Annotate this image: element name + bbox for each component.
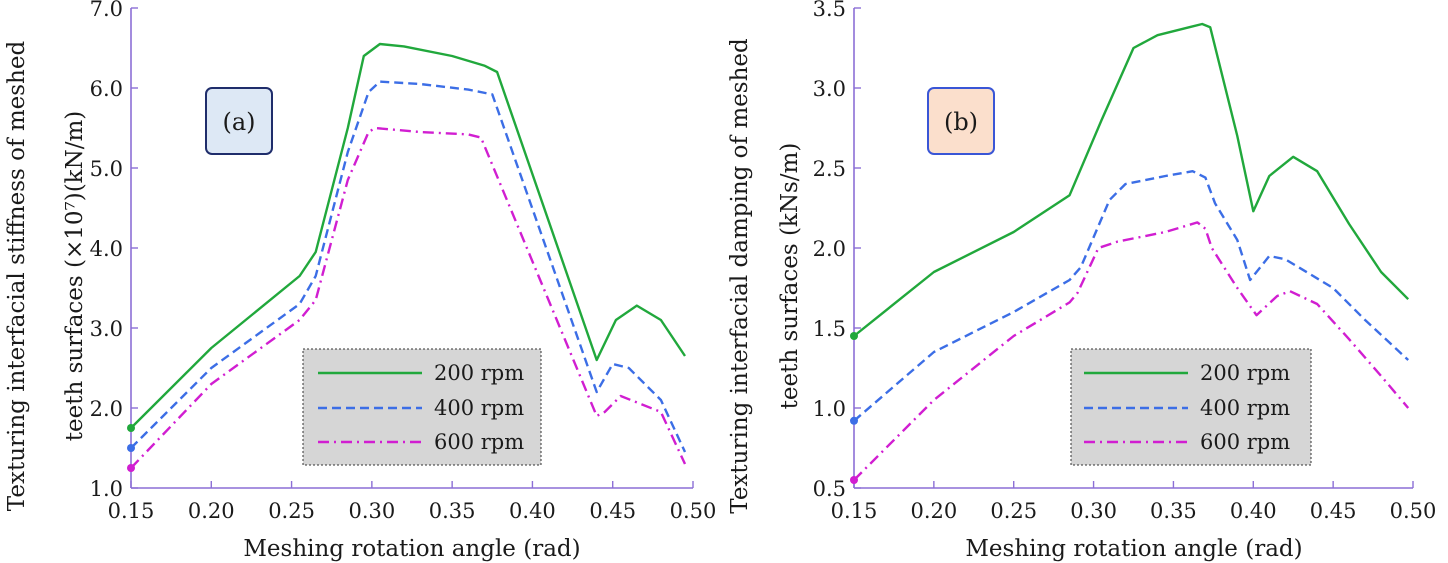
panel-a-series-line-600-rpm bbox=[130, 126, 687, 469]
panel-b-label-box bbox=[927, 87, 995, 155]
panel-a-legend: 200 rpm 400 rpm 600 rpm bbox=[302, 348, 542, 466]
panel-a-label-box bbox=[205, 87, 273, 155]
panel-a-y-tick-label: 2.0 bbox=[90, 397, 123, 421]
panel-b-y-axis-title-line2: teeth surfaces (kNs/m) bbox=[777, 143, 803, 410]
panel-b-series-line-600-rpm bbox=[853, 221, 1410, 481]
panel-a-x-tick-label: 0.35 bbox=[429, 499, 476, 523]
panel-b-series bbox=[850, 22, 1410, 484]
panel-b-y-tick-label: 1.5 bbox=[813, 317, 846, 341]
panel-a-series-line-200-rpm bbox=[130, 42, 686, 429]
panel-a-series-start-point bbox=[127, 424, 135, 432]
panel-a-x-tick-label: 0.30 bbox=[348, 499, 395, 523]
panel-b-x-tick-label: 0.25 bbox=[990, 499, 1037, 523]
panel-b-legend-label-200: 200 rpm bbox=[1200, 361, 1290, 385]
panel-b-series-start-point bbox=[850, 476, 858, 484]
panel-a-y-tick-label: 4.0 bbox=[90, 237, 123, 261]
panel-b-x-tick-label: 0.45 bbox=[1310, 499, 1357, 523]
panel-b-x-tick-label: 0.30 bbox=[1070, 499, 1117, 523]
panel-b-y-tick-label: 3.5 bbox=[813, 0, 846, 21]
panel-a-axes: 0.15 0.20 0.25 0.30 0.35 0.40 0.45 0.50 1.0 2.0 3.… bbox=[90, 0, 717, 523]
panel-b-series-line-400-rpm bbox=[853, 170, 1410, 422]
panel-b-legend-box bbox=[1070, 348, 1312, 466]
panel-b-x-tick-label: 0.40 bbox=[1230, 499, 1277, 523]
panel-a-series-start-point bbox=[127, 464, 135, 472]
panel-b-legend-label-400: 400 rpm bbox=[1200, 396, 1290, 420]
panel-b-y-tick-label: 2.0 bbox=[813, 237, 846, 261]
panel-b-x-tick-label: 0.50 bbox=[1390, 499, 1437, 523]
panel-a: (a) Meshing rotation angle (rad) Texturi… bbox=[4, 0, 716, 562]
panel-a-y-tick-label: 5.0 bbox=[90, 157, 123, 181]
panel-b-y-tick-label: 2.5 bbox=[813, 157, 846, 181]
panel-b-axes: 0.15 0.20 0.25 0.30 0.35 0.40 0.45 0.50 0.5 1.0 1.… bbox=[813, 0, 1437, 523]
panel-b-x-tick-label: 0.35 bbox=[1150, 499, 1197, 523]
panel-a-x-axis-title: Meshing rotation angle (rad) bbox=[243, 536, 580, 562]
panel-b-series-start-point bbox=[850, 416, 858, 425]
panel-a-x-tick-label: 0.25 bbox=[268, 499, 315, 523]
panel-a-legend-label-600: 600 rpm bbox=[434, 430, 524, 454]
panel-a-x-tick-label: 0.15 bbox=[108, 499, 155, 523]
panel-a-series bbox=[127, 42, 687, 472]
panel-a-y-tick-label: 1.0 bbox=[90, 477, 123, 501]
panel-a-y-tick-label: 6.0 bbox=[90, 77, 123, 101]
panel-a-x-tick-label: 0.50 bbox=[670, 499, 717, 523]
panel-a-y-tick-label: 7.0 bbox=[90, 0, 123, 21]
panel-b-y-tick-label: 3.0 bbox=[813, 77, 846, 101]
panel-a-series-start-point bbox=[127, 444, 135, 452]
panel-b-y-axis-title-line1: Texturing interfacial damping of meshed bbox=[727, 38, 753, 514]
panel-b-series-line-200-rpm bbox=[853, 22, 1410, 337]
panel-b-x-axis-title: Meshing rotation angle (rad) bbox=[965, 536, 1302, 562]
panel-a-label: (a) bbox=[222, 108, 255, 136]
panel-a-legend-label-200: 200 rpm bbox=[434, 361, 524, 385]
panel-a-x-tick-label: 0.20 bbox=[188, 499, 235, 523]
panel-a-y-tick-label: 3.0 bbox=[90, 317, 123, 341]
panel-a-y-axis-title-line1: Texturing interfacial stiffness of meshe… bbox=[4, 41, 30, 512]
panel-b-y-tick-label: 0.5 bbox=[813, 477, 846, 501]
panel-a-legend-label-400: 400 rpm bbox=[434, 396, 524, 420]
panel-b-x-tick-label: 0.20 bbox=[910, 499, 957, 523]
panel-a-y-axis-title-line2: teeth surfaces (×10⁷)(kN/m) bbox=[62, 111, 88, 442]
panel-b-y-tick-label: 1.0 bbox=[813, 397, 846, 421]
panel-b-x-tick-label: 0.15 bbox=[831, 499, 878, 523]
panel-a-x-tick-label: 0.45 bbox=[589, 499, 636, 523]
panel-b-series-start-point bbox=[850, 332, 858, 340]
panel-b-label: (b) bbox=[944, 108, 978, 136]
panel-b-legend: 200 rpm 400 rpm 600 rpm bbox=[1070, 348, 1312, 466]
panel-a-x-tick-label: 0.40 bbox=[509, 499, 556, 523]
panel-b: (b) Meshing rotation angle (rad) Texturi… bbox=[727, 0, 1436, 562]
panel-b-legend-label-600: 600 rpm bbox=[1200, 430, 1290, 454]
